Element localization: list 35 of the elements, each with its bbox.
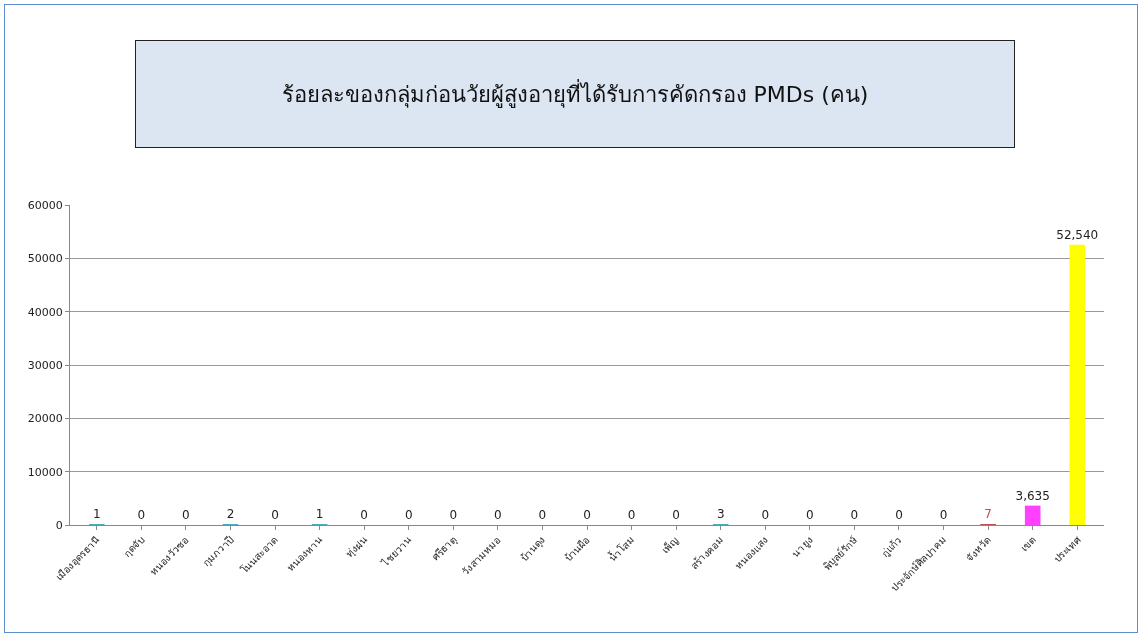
data-label: 7 [984, 507, 992, 521]
chart-title: ร้อยละของกลุ่มก่อนวัยผู้สูงอายุที่ได้รับการคัดกรอง PMDs (คน) [135, 40, 1015, 148]
data-label: 3 [716, 507, 725, 521]
data-label: 0 [360, 508, 368, 522]
data-label: 0 [404, 508, 413, 522]
data-label: 0 [494, 508, 502, 522]
data-label: 0 [182, 508, 190, 522]
data-label: 0 [271, 508, 279, 522]
bar [1069, 244, 1086, 525]
bar [1024, 505, 1041, 525]
data-label: 0 [672, 508, 680, 522]
data-label: 1 [92, 507, 101, 521]
data-label: 0 [449, 508, 458, 522]
data-label: 0 [761, 508, 770, 522]
y-tick-label: 60000 [27, 198, 63, 212]
data-label: 0 [583, 508, 591, 522]
data-label: 0 [939, 508, 948, 522]
y-tick-label: 10000 [27, 465, 63, 479]
data-label: 0 [850, 508, 859, 522]
y-tick-label: 20000 [27, 412, 63, 426]
data-label: 52,540 [1056, 227, 1099, 242]
y-tick-label: 40000 [27, 305, 63, 319]
data-label: 3,635 [1015, 488, 1050, 503]
x-tick-label: เขต [1018, 534, 1038, 554]
data-label: 0 [538, 508, 547, 522]
x-tick-label: เพ็ญ [658, 532, 682, 556]
data-label: 2 [226, 507, 235, 521]
data-label: 1 [315, 507, 324, 521]
data-label: 0 [137, 508, 146, 522]
y-tick-label: 50000 [27, 252, 63, 266]
y-tick-label: 0 [55, 518, 63, 532]
data-label: 0 [895, 508, 903, 522]
data-label: 0 [806, 508, 814, 522]
data-label: 0 [627, 508, 636, 522]
y-tick-label: 30000 [27, 358, 63, 372]
